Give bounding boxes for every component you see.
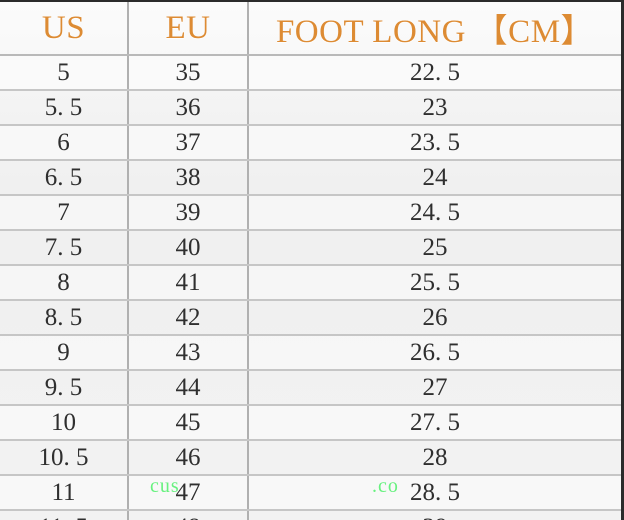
table-row: 11 47 28. 5 bbox=[0, 475, 621, 511]
column-header-us: US bbox=[0, 2, 129, 56]
table-row: 11. 54829 bbox=[0, 510, 621, 520]
cell-us-size: 9 bbox=[0, 335, 129, 371]
table-row: 8. 5 42 26 bbox=[0, 300, 621, 336]
cell-foot-length-cm: 27 bbox=[248, 370, 621, 406]
cell-foot-length-cm: 28. 5 bbox=[248, 475, 621, 511]
cell-eu-size: 36 bbox=[128, 90, 249, 126]
cell-us-size: 11. 5 bbox=[0, 510, 129, 520]
cell-foot-length-cm: 23. 5 bbox=[248, 125, 621, 161]
cell-eu-size: 41 bbox=[128, 265, 249, 301]
cell-foot-length-cm: 28 bbox=[248, 440, 621, 476]
cell-us-size: 8 bbox=[0, 265, 129, 301]
cell-us-size: 5 bbox=[0, 55, 129, 91]
table-row: 5. 5 36 23 bbox=[0, 90, 621, 126]
cell-eu-size: 46 bbox=[128, 440, 249, 476]
column-header-foot-long-cm: FOOT LONG 【CM】 bbox=[248, 2, 621, 56]
cell-foot-length-cm: 29 bbox=[248, 510, 621, 520]
table-header: US EU FOOT LONG 【CM】 bbox=[0, 2, 621, 56]
cell-us-size: 6. 5 bbox=[0, 160, 129, 196]
table-row: 7. 5 40 25 bbox=[0, 230, 621, 266]
cell-us-size: 5. 5 bbox=[0, 90, 129, 126]
cell-us-size: 6 bbox=[0, 125, 129, 161]
cell-foot-length-cm: 25. 5 bbox=[248, 265, 621, 301]
cell-eu-size: 39 bbox=[128, 195, 249, 231]
column-header-eu-label: EU bbox=[165, 9, 211, 46]
cell-eu-size: 38 bbox=[128, 160, 249, 196]
cell-us-size: 8. 5 bbox=[0, 300, 129, 336]
cell-us-size: 7. 5 bbox=[0, 230, 129, 266]
cell-foot-length-cm: 23 bbox=[248, 90, 621, 126]
cell-eu-size: 37 bbox=[128, 125, 249, 161]
cell-foot-length-cm: 24. 5 bbox=[248, 195, 621, 231]
table-row: 5 35 22. 5 bbox=[0, 55, 621, 91]
cell-foot-length-cm: 25 bbox=[248, 230, 621, 266]
header-row: US EU FOOT LONG 【CM】 bbox=[0, 2, 621, 56]
table-row: 9. 5 44 27 bbox=[0, 370, 621, 406]
table-row: 10 45 27. 5 bbox=[0, 405, 621, 441]
column-header-us-label: US bbox=[41, 9, 86, 46]
column-header-foot-long-cm-label: FOOT LONG 【CM】 bbox=[275, 14, 595, 50]
cell-us-size: 10. 5 bbox=[0, 440, 129, 476]
table-row: 7 39 24. 5 bbox=[0, 195, 621, 231]
table-row: 6 37 23. 5 bbox=[0, 125, 621, 161]
cell-us-size: 11 bbox=[0, 475, 129, 511]
table-row: 10. 5 46 28 bbox=[0, 440, 621, 476]
table-body: 5 35 22. 5 5. 5 36 23 6 37 23. 5 6. 5 38 24 7 39 24. 5… bbox=[0, 55, 621, 520]
cell-eu-size: 44 bbox=[128, 370, 249, 406]
table-row: 8 41 25. 5 bbox=[0, 265, 621, 301]
cell-foot-length-cm: 27. 5 bbox=[248, 405, 621, 441]
column-header-eu: EU bbox=[128, 2, 249, 56]
table-row: 6. 5 38 24 bbox=[0, 160, 621, 196]
table-row: 9 43 26. 5 bbox=[0, 335, 621, 371]
cell-us-size: 7 bbox=[0, 195, 129, 231]
cell-eu-size: 45 bbox=[128, 405, 249, 441]
cell-foot-length-cm: 26. 5 bbox=[248, 335, 621, 371]
cell-us-size: 9. 5 bbox=[0, 370, 129, 406]
cell-eu-size: 47 bbox=[128, 475, 249, 511]
cell-eu-size: 43 bbox=[128, 335, 249, 371]
cell-eu-size: 35 bbox=[128, 55, 249, 91]
cell-foot-length-cm: 24 bbox=[248, 160, 621, 196]
cell-eu-size: 42 bbox=[128, 300, 249, 336]
cell-foot-length-cm: 22. 5 bbox=[248, 55, 621, 91]
cell-eu-size: 40 bbox=[128, 230, 249, 266]
cell-us-size: 10 bbox=[0, 405, 129, 441]
cell-foot-length-cm: 26 bbox=[248, 300, 621, 336]
cell-eu-size: 48 bbox=[128, 510, 249, 520]
